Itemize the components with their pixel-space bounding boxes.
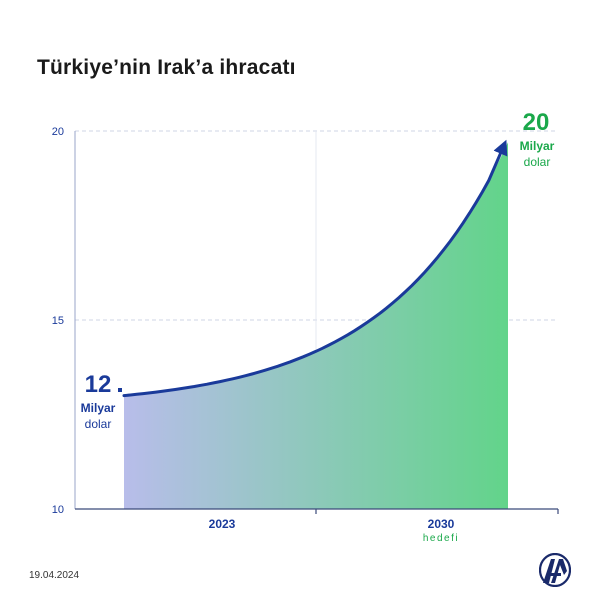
x-tick-label-2023: 2023 xyxy=(209,517,236,531)
x-tick-label-2030: 2030 xyxy=(428,517,455,531)
start-value-label: 12 xyxy=(85,371,112,398)
y-tick-labels: 10 15 20 xyxy=(52,126,64,516)
start-currency-label: dolar xyxy=(85,417,112,431)
chart-title: Türkiye’nin Irak’a ihracatı xyxy=(37,56,296,79)
publish-date: 19.04.2024 xyxy=(29,570,80,581)
area-fill xyxy=(124,142,508,510)
aa-logo-icon xyxy=(539,553,571,587)
end-unit-label: Milyar xyxy=(520,139,555,153)
end-value-label: 20 xyxy=(523,109,550,136)
start-unit-label: Milyar xyxy=(81,401,116,415)
y-tick-label: 10 xyxy=(52,504,64,516)
start-point-marker xyxy=(118,388,122,392)
y-tick-label: 20 xyxy=(52,126,64,138)
x-tick-sublabel-hedefi: hedefi xyxy=(423,533,459,544)
y-tick-label: 15 xyxy=(52,315,64,327)
trend-curve xyxy=(122,139,508,398)
end-currency-label: dolar xyxy=(524,155,551,169)
